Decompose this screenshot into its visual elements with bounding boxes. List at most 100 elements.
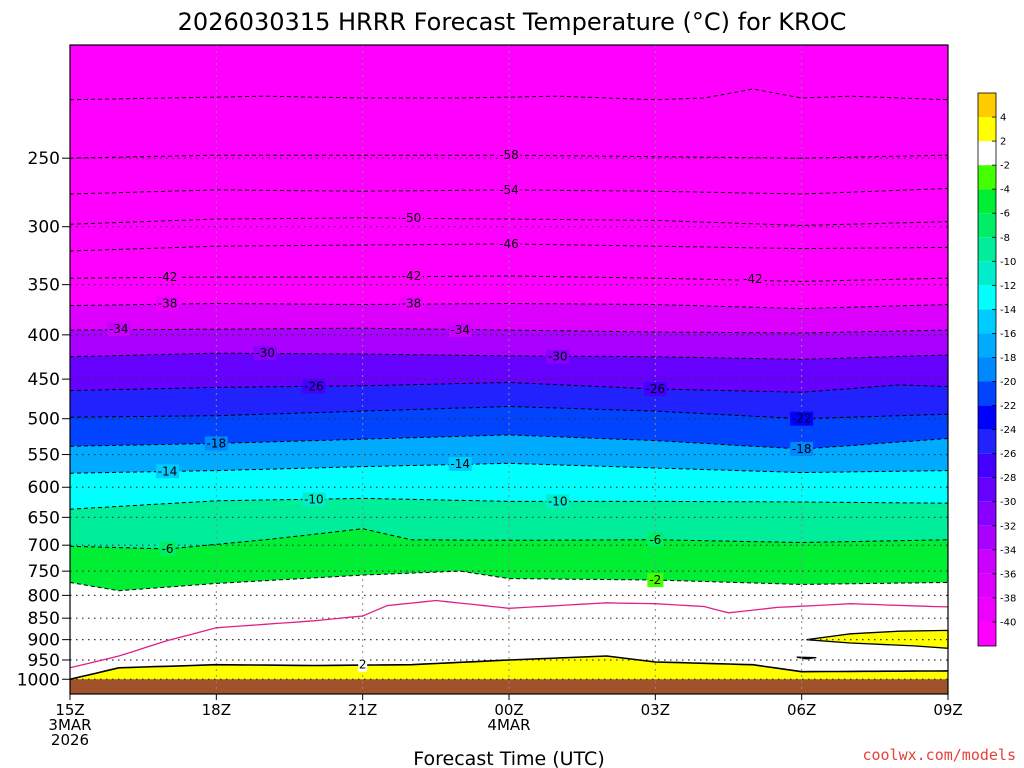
- isotherm-line: [69, 217, 949, 227]
- y-tick-label: 300: [28, 218, 60, 238]
- isotherm-label-text: -18: [792, 442, 812, 456]
- x-tick-label: 21Z: [348, 701, 377, 719]
- x-tick-label: 09Z: [933, 701, 962, 719]
- colorbar-label: -32: [1000, 521, 1016, 532]
- isotherm-label: -14: [448, 456, 472, 471]
- isotherm-label-bg: [497, 148, 521, 163]
- isotherm-label: -42: [399, 268, 423, 283]
- isotherm-label: 2: [358, 657, 368, 672]
- isotherm-label-bg: [159, 541, 176, 556]
- isotherm-label-text: -2: [649, 573, 661, 587]
- colorbar-swatch: [978, 453, 996, 478]
- isotherm-line: [69, 352, 949, 360]
- isotherm-label-text: -26: [304, 380, 324, 394]
- isotherm-label-bg: [647, 532, 664, 547]
- isotherm-label-text: -18: [207, 436, 227, 450]
- isotherm-label-text: 2: [359, 658, 367, 672]
- colorbar-swatch: [978, 501, 996, 526]
- y-tick-label: 800: [28, 586, 60, 606]
- isotherm-label-bg: [741, 272, 765, 287]
- colorbar-label: 2: [1000, 137, 1006, 148]
- isotherm-label-bg: [156, 296, 180, 311]
- colorbar-swatch: [978, 285, 996, 310]
- isotherm-label-text: -42: [158, 270, 178, 284]
- colorbar-label: -4: [1000, 185, 1010, 196]
- isotherm-label: -22: [790, 411, 814, 426]
- isotherm-label: -30: [546, 349, 570, 364]
- colorbar-label: -26: [1000, 449, 1016, 460]
- colorbar-swatch: [978, 549, 996, 574]
- chart-title: 2026030315 HRRR Forecast Temperature (°C…: [178, 8, 847, 36]
- isotherm-label-text: -38: [402, 297, 422, 311]
- isotherm-line: [69, 655, 949, 681]
- isotherm-label-bg: [399, 296, 423, 311]
- isotherm-label: -26: [302, 379, 326, 394]
- isotherm-label-bg: [156, 464, 180, 479]
- colorbar-swatch: [978, 573, 996, 598]
- x-tick-label: 15Z: [55, 701, 84, 719]
- isotherm-label: -18: [790, 442, 814, 457]
- colorbar-label: -2: [1000, 161, 1010, 172]
- isotherm-label-bg: [497, 236, 521, 251]
- x-tick-label: 06Z: [787, 701, 816, 719]
- isotherm-line: [69, 302, 949, 310]
- colorbar-label: -6: [1000, 209, 1010, 220]
- isotherm-label-text: -42: [743, 272, 763, 286]
- colorbar-swatch: [978, 141, 996, 166]
- plot-area: -58 -54 -50 -46 -42 -42 -42 -38 -38 -34 -34 -30 -30 -…: [69, 44, 949, 695]
- isotherm-label-text: -10: [304, 493, 324, 507]
- isotherm-label: -34: [107, 322, 131, 337]
- isotherm-label: -38: [156, 296, 180, 311]
- y-tick-label: 700: [28, 536, 60, 556]
- isotherm-line: [69, 462, 949, 474]
- isotherm-label: -30: [253, 346, 277, 361]
- isotherm-label: -46: [497, 236, 521, 251]
- colorbar-swatch: [978, 261, 996, 286]
- isotherm-line: [69, 528, 949, 550]
- isotherm-label-bg: [497, 182, 521, 197]
- colorbar-label: -16: [1000, 329, 1016, 340]
- y-tick-label: 250: [28, 149, 60, 169]
- colorbar-label: -38: [1000, 593, 1016, 604]
- isotherm-label-bg: [302, 492, 326, 507]
- isotherm-label: -54: [497, 182, 521, 197]
- source-credit[interactable]: coolwx.com/models: [862, 746, 1016, 764]
- isotherm-label-bg: [790, 411, 814, 426]
- isotherm-label-text: -6: [649, 533, 661, 547]
- isotherm-label: -10: [302, 492, 326, 507]
- y-tick-label: 550: [28, 446, 60, 466]
- colorbar-label: -24: [1000, 425, 1016, 436]
- isotherm-line: [69, 275, 949, 282]
- isotherm-label-bg: [647, 573, 664, 588]
- isotherm-label: -58: [497, 148, 521, 163]
- isotherm-line: [69, 570, 949, 592]
- isotherm-label-bg: [546, 349, 570, 364]
- isotherm-label: -38: [399, 296, 423, 311]
- isotherm-label: -42: [741, 272, 765, 287]
- isotherm-label-text: -10: [548, 494, 568, 508]
- x-tick-label: 00Z: [494, 701, 523, 719]
- isotherm-label-text: -6: [162, 542, 174, 556]
- colorbar-swatch: [978, 93, 996, 118]
- isotherm-label-text: -26: [646, 382, 666, 396]
- colorbar-swatch: [978, 405, 996, 430]
- isotherm-line: [69, 243, 949, 252]
- isotherm-label-text: -34: [109, 322, 129, 336]
- colorbar-label: -22: [1000, 401, 1016, 412]
- isotherm-lines: [69, 88, 949, 681]
- y-tick-label: 500: [28, 410, 60, 430]
- x-tick-label: 2026: [51, 731, 89, 749]
- colorbar-swatch: [978, 429, 996, 454]
- y-tick-label: 750: [28, 562, 60, 582]
- isotherm-label-bg: [790, 442, 814, 457]
- colorbar-label: -30: [1000, 497, 1016, 508]
- y-tick-label: 1000: [17, 670, 60, 690]
- colorbar-label: 4: [1000, 113, 1006, 124]
- colorbar-label: -10: [1000, 257, 1016, 268]
- x-axis-title: Forecast Time (UTC): [413, 748, 604, 768]
- isotherm-label-bg: [358, 657, 368, 672]
- isotherm-label-bg: [107, 322, 131, 337]
- isotherm-label-text: -14: [158, 464, 178, 478]
- colorbar-label: -28: [1000, 473, 1016, 484]
